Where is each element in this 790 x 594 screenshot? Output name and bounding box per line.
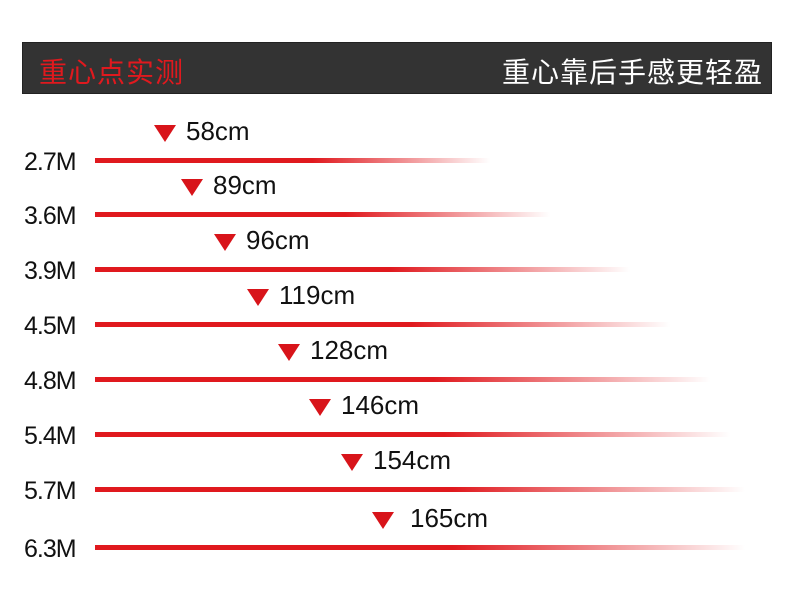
rod-length-bar (95, 212, 550, 217)
triangle-down-icon (181, 179, 203, 196)
header-title: 重心点实测 (39, 56, 185, 89)
triangle-down-icon (278, 344, 300, 361)
rod-length-bar (95, 487, 745, 492)
rod-length-bar (95, 432, 730, 437)
rod-length-label: 3.9M (24, 257, 77, 285)
rod-length-label: 3.6M (24, 202, 77, 230)
balance-point-label: 119cm (279, 280, 356, 310)
rod-length-bar (95, 377, 710, 382)
rod-length-label: 6.3M (24, 535, 77, 563)
rod-length-label: 4.5M (24, 312, 77, 340)
triangle-down-icon (372, 512, 394, 529)
triangle-down-icon (341, 454, 363, 471)
rod-length-bar (95, 158, 490, 163)
rod-length-bar (95, 545, 745, 550)
balance-point-label: 58cm (186, 116, 250, 146)
balance-point-label: 165cm (410, 503, 489, 533)
balance-point-label: 146cm (341, 390, 420, 420)
balance-point-label: 128cm (310, 335, 389, 365)
rod-length-bar (95, 267, 630, 272)
triangle-down-icon (154, 125, 176, 142)
rod-length-label: 5.7M (24, 477, 77, 505)
header-slogan: 重心靠后手感更轻盈 (501, 56, 763, 89)
header-banner: 重心点实测 重心靠后手感更轻盈 (22, 42, 772, 94)
rod-length-bar (95, 322, 670, 327)
triangle-down-icon (309, 399, 331, 416)
balance-point-label: 96cm (246, 225, 310, 255)
triangle-down-icon (247, 289, 269, 306)
rod-length-label: 4.8M (24, 367, 77, 395)
balance-point-label: 89cm (213, 170, 277, 200)
rod-length-label: 2.7M (24, 148, 77, 176)
balance-point-label: 154cm (373, 445, 452, 475)
rod-length-label: 5.4M (24, 422, 77, 450)
triangle-down-icon (214, 234, 236, 251)
